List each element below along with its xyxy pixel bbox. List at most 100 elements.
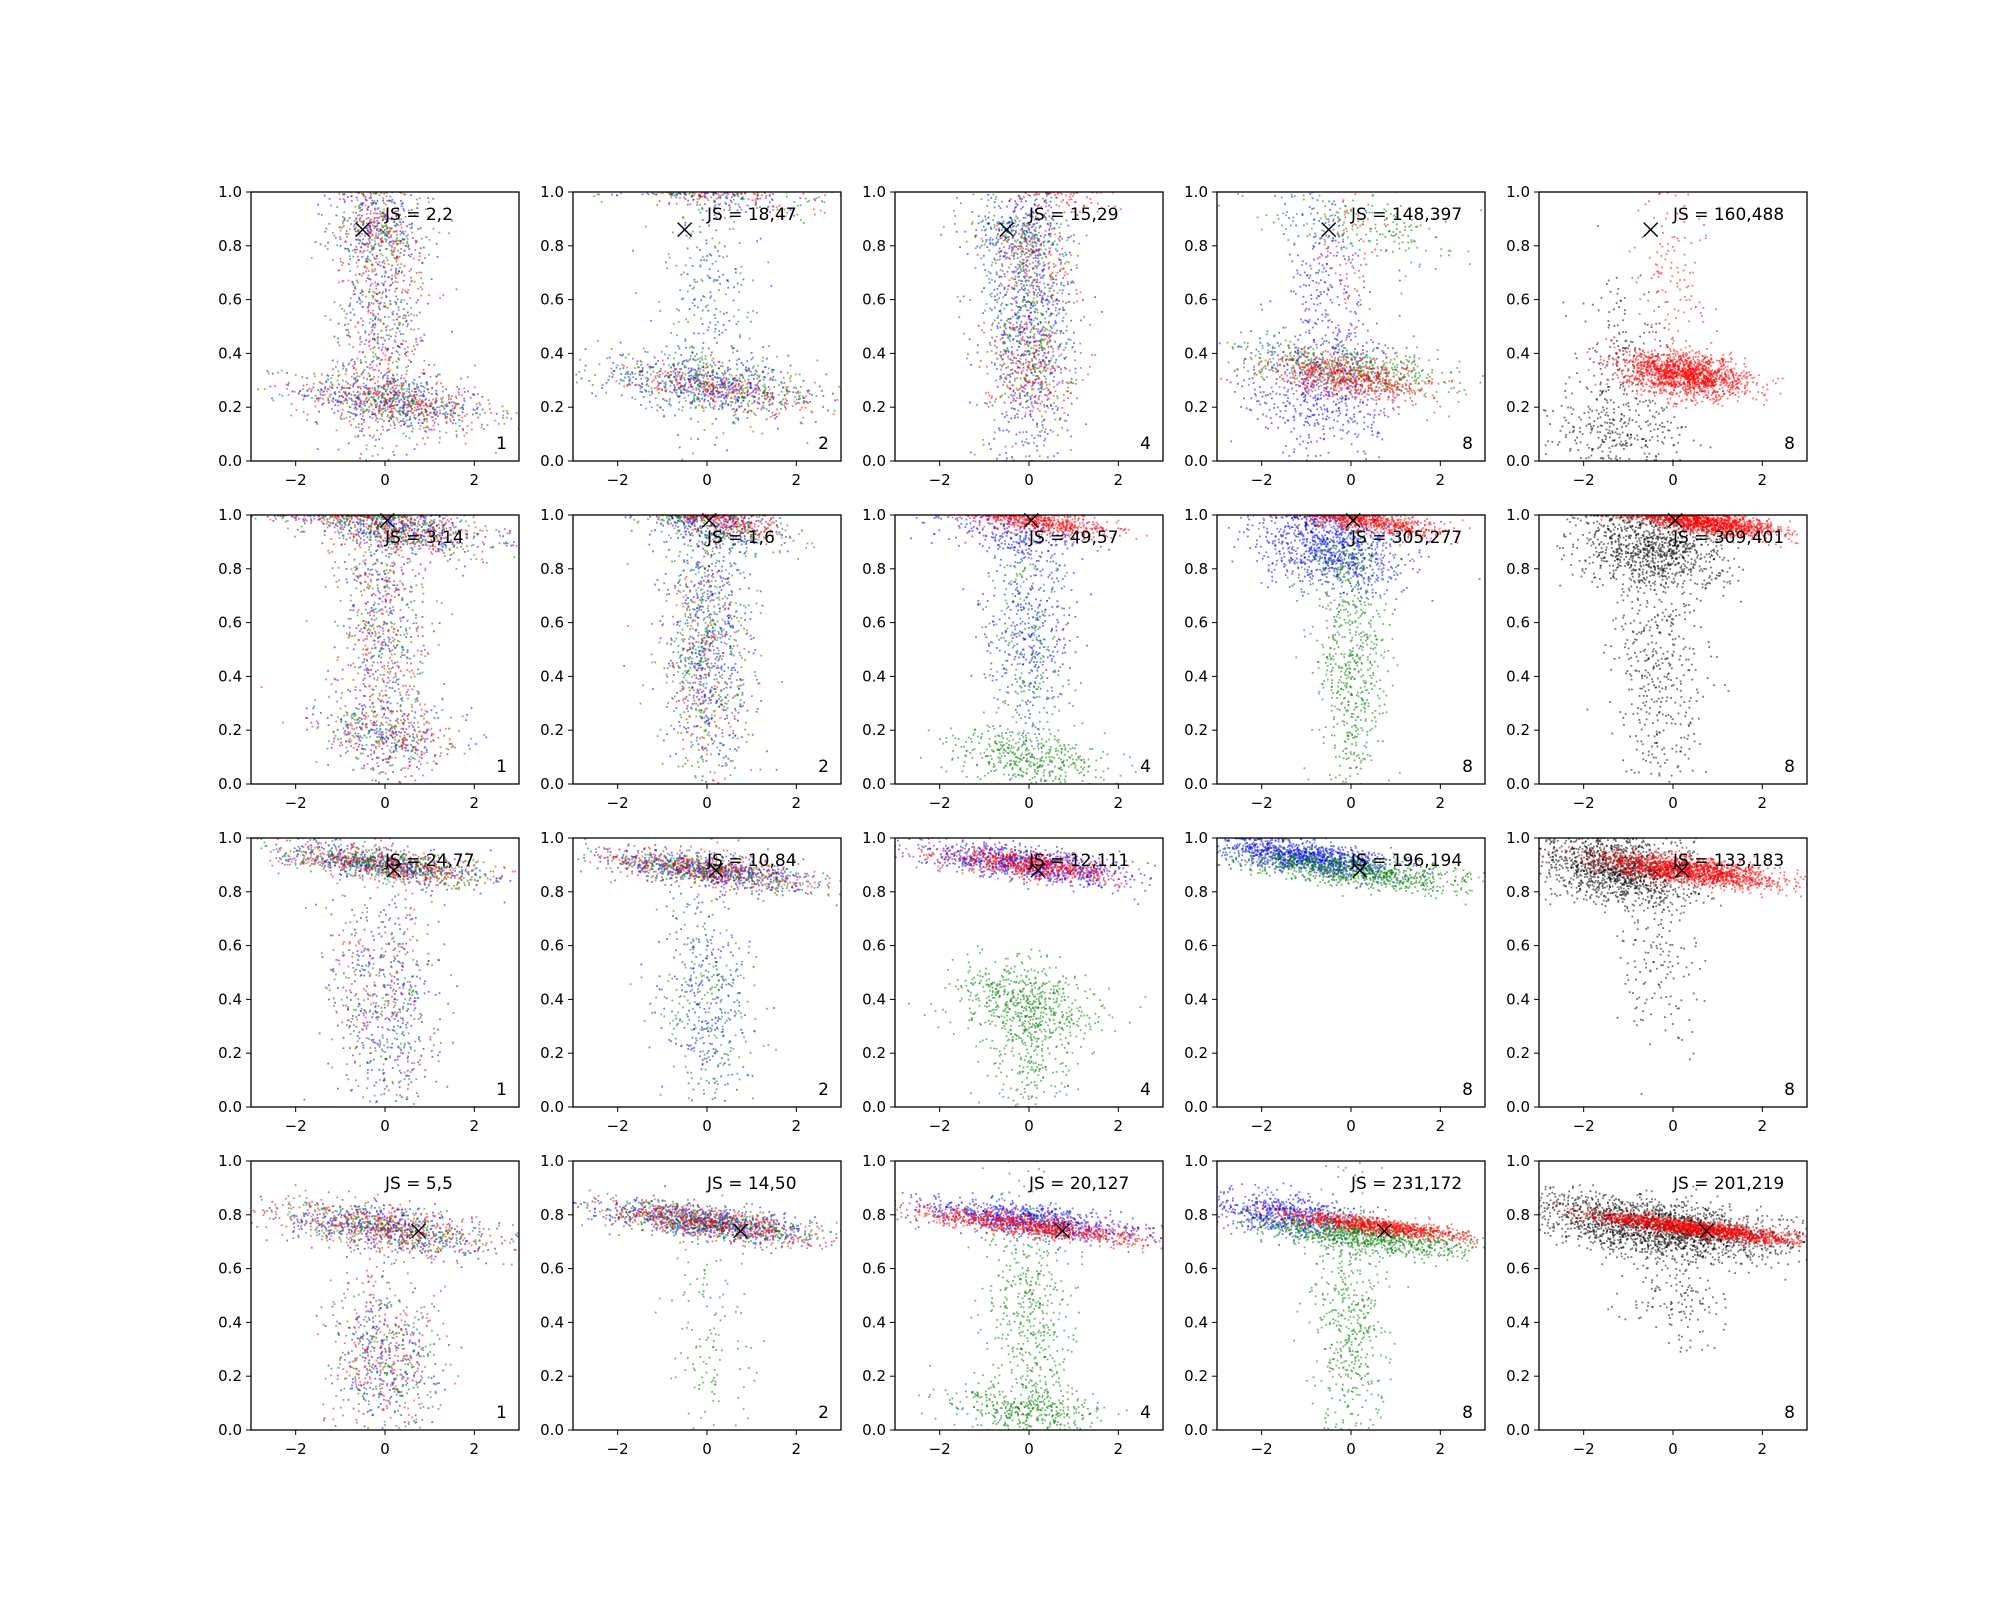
scatter-point <box>391 281 394 284</box>
scatter-point <box>705 305 707 308</box>
scatter-point <box>333 234 336 237</box>
scatter-point <box>1037 367 1040 369</box>
scatter-point <box>343 219 346 222</box>
scatter-point <box>689 379 692 382</box>
scatter-point <box>1022 298 1025 301</box>
scatter-point <box>388 428 390 431</box>
scatter-point <box>1005 327 1007 330</box>
scatter-point <box>989 241 992 244</box>
scatter-point <box>365 222 368 224</box>
scatter-point <box>1016 268 1019 271</box>
scatter-point <box>1024 343 1026 346</box>
scatter-point <box>343 218 346 220</box>
scatter-point <box>1031 405 1034 407</box>
scatter-point <box>338 395 341 397</box>
scatter-point <box>754 414 757 416</box>
scatter-point <box>721 361 724 364</box>
scatter-point <box>681 406 684 408</box>
scatter-point <box>372 219 375 222</box>
scatter-point <box>781 382 783 385</box>
scatter-point <box>427 302 429 305</box>
scatter-point <box>415 198 418 201</box>
scatter-point <box>1019 323 1022 326</box>
scatter-point <box>445 411 447 414</box>
scatter-point <box>359 251 362 254</box>
scatter-point <box>396 237 398 239</box>
scatter-point <box>1048 315 1051 317</box>
scatter-point <box>357 434 360 437</box>
scatter-point <box>344 392 347 395</box>
scatter-point <box>427 215 430 218</box>
scatter-point <box>783 404 786 407</box>
scatter-point <box>1026 301 1028 304</box>
scatter-point <box>639 360 642 362</box>
scatter-point <box>430 416 433 419</box>
scatter-point <box>399 230 402 232</box>
scatter-point <box>1018 331 1020 334</box>
scatter-point <box>350 424 353 426</box>
scatter-point <box>377 319 380 321</box>
scatter-point <box>1026 222 1029 225</box>
scatter-point <box>1003 286 1006 289</box>
scatter-point <box>703 259 705 261</box>
scatter-point <box>683 388 686 390</box>
scatter-point <box>1036 274 1038 277</box>
scatter-point <box>747 402 749 405</box>
scatter-point <box>639 387 642 390</box>
scatter-point <box>398 330 401 333</box>
scatter-point <box>387 307 389 309</box>
scatter-point <box>364 404 366 407</box>
scatter-point <box>1045 310 1048 313</box>
scatter-point <box>647 385 650 387</box>
scatter-point <box>1044 364 1047 366</box>
scatter-point <box>418 408 421 411</box>
scatter-point <box>1003 416 1006 418</box>
scatter-point <box>404 317 407 319</box>
scatter-point <box>400 226 403 229</box>
scatter-point <box>373 434 375 437</box>
scatter-point <box>320 389 323 391</box>
scatter-point <box>1016 340 1019 342</box>
scatter-point <box>395 360 398 363</box>
scatter-point <box>678 309 680 312</box>
scatter-point <box>740 388 742 391</box>
scatter-point <box>786 372 789 374</box>
scatter-point <box>361 243 363 245</box>
scatter-point <box>723 192 726 195</box>
scatter-point <box>374 390 377 392</box>
scatter-point <box>1030 302 1033 305</box>
scatter-point <box>377 342 379 345</box>
scatter-point <box>1066 239 1069 242</box>
scatter-point <box>356 391 359 394</box>
scatter-point <box>806 442 809 445</box>
scatter-point <box>390 335 392 338</box>
scatter-point <box>1023 329 1025 331</box>
scatter-point <box>355 212 358 214</box>
scatter-point <box>980 244 983 247</box>
scatter-point <box>395 295 398 298</box>
scatter-point <box>707 309 710 312</box>
scatter-point <box>378 292 380 294</box>
scatter-point <box>1057 345 1060 348</box>
scatter-point <box>319 243 322 246</box>
scatter-point <box>1045 199 1047 201</box>
scatter-point <box>406 350 409 353</box>
scatter-point <box>369 348 372 351</box>
scatter-point <box>674 369 676 371</box>
scatter-point <box>403 392 406 395</box>
scatter-point <box>400 301 402 303</box>
scatter-point <box>1014 200 1017 203</box>
scatter-point <box>1025 268 1027 271</box>
scatter-point <box>350 195 353 198</box>
scatter-point <box>421 288 424 291</box>
scatter-point <box>382 219 384 222</box>
scatter-point <box>1033 310 1036 313</box>
scatter-point <box>736 282 739 285</box>
scatter-point <box>721 372 724 375</box>
scatter-point <box>1048 232 1050 235</box>
scatter-point <box>746 360 749 363</box>
scatter-point <box>373 376 375 378</box>
scatter-point <box>356 379 359 381</box>
scatter-point <box>389 396 391 399</box>
scatter-point <box>400 205 403 208</box>
